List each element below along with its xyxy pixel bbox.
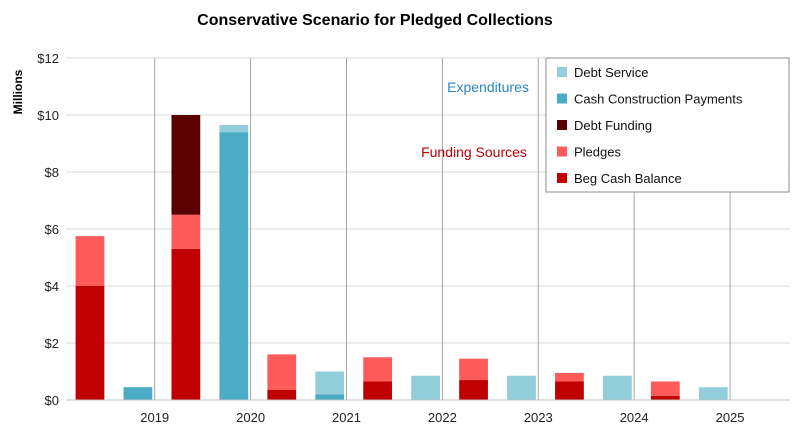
x-year-label: 2024 bbox=[620, 410, 649, 425]
bar-segment-beg-cash-balance bbox=[75, 286, 105, 400]
bar-segment-cash-construction-payments bbox=[123, 387, 153, 400]
y-tick-label: $2 bbox=[45, 336, 59, 351]
x-year-label: 2020 bbox=[236, 410, 265, 425]
chart-title: Conservative Scenario for Pledged Collec… bbox=[197, 12, 553, 29]
bar-segment-beg-cash-balance bbox=[650, 395, 680, 400]
bar-segment-debt-service bbox=[507, 375, 536, 400]
bar-segment-beg-cash-balance bbox=[171, 248, 201, 400]
x-year-label: 2021 bbox=[332, 410, 361, 425]
bar-segment-pledges bbox=[75, 236, 105, 287]
legend-swatch bbox=[557, 146, 567, 157]
bar-segment-cash-construction-payments bbox=[219, 132, 249, 400]
legend: Debt Service Cash Construction Payments De… bbox=[545, 57, 790, 193]
bar-segment-debt-service bbox=[698, 387, 728, 400]
x-year-label: 2025 bbox=[716, 410, 745, 425]
bar-segment-debt-service bbox=[411, 375, 440, 400]
legend-swatch bbox=[557, 120, 567, 130]
y-tick-label: $4 bbox=[45, 279, 59, 294]
bar-segment-beg-cash-balance bbox=[267, 390, 297, 400]
y-axis-ticks: $0 $2 $4 $6 $8 $10 $12 bbox=[37, 51, 59, 408]
y-axis-label: Millions bbox=[11, 69, 25, 114]
bar-segment-beg-cash-balance bbox=[555, 381, 584, 400]
bar-segment-beg-cash-balance bbox=[363, 381, 393, 400]
legend-swatch bbox=[557, 173, 567, 183]
legend-box bbox=[545, 57, 790, 193]
x-axis-year-labels: 2019 2020 2021 2022 2023 2024 2025 bbox=[140, 410, 744, 425]
legend-swatch bbox=[557, 67, 567, 77]
y-tick-label: $10 bbox=[37, 108, 59, 123]
x-year-label: 2023 bbox=[524, 410, 553, 425]
bar-segment-pledges bbox=[650, 381, 680, 396]
x-year-label: 2022 bbox=[428, 410, 457, 425]
legend-label: Debt Funding bbox=[574, 118, 652, 133]
y-tick-label: $0 bbox=[45, 393, 59, 408]
bar-segment-debt-service bbox=[603, 375, 632, 400]
bars bbox=[75, 115, 728, 400]
y-tick-label: $6 bbox=[45, 222, 59, 237]
bar-segment-cash-construction-payments bbox=[315, 394, 345, 400]
legend-label: Cash Construction Payments bbox=[574, 92, 743, 107]
bar-segment-pledges bbox=[363, 357, 393, 382]
x-year-label: 2019 bbox=[140, 410, 169, 425]
legend-swatch bbox=[557, 93, 567, 104]
bar-segment-debt-service bbox=[219, 124, 249, 133]
legend-label: Beg Cash Balance bbox=[574, 171, 682, 186]
bar-segment-debt-service bbox=[315, 371, 345, 395]
bar-segment-pledges bbox=[459, 358, 488, 381]
bar-segment-pledges bbox=[555, 372, 584, 382]
y-tick-label: $12 bbox=[37, 51, 59, 66]
y-tick-label: $8 bbox=[45, 165, 59, 180]
bar-segment-debt-funding bbox=[171, 115, 201, 215]
bar-segment-pledges bbox=[171, 214, 201, 249]
bar-segment-beg-cash-balance bbox=[459, 380, 488, 400]
legend-label: Debt Service bbox=[574, 65, 648, 80]
bar-segment-pledges bbox=[267, 354, 297, 391]
annotation-expenditures: Expenditures bbox=[447, 79, 529, 95]
legend-label: Pledges bbox=[574, 145, 621, 160]
annotation-funding-sources: Funding Sources bbox=[421, 144, 527, 160]
